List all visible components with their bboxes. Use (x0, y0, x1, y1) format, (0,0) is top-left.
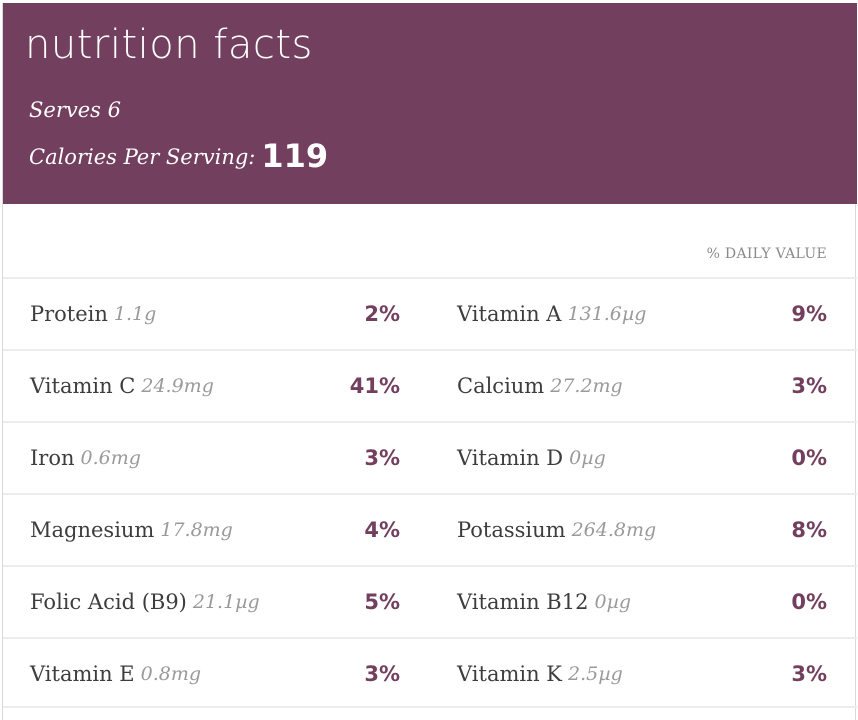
nutrient-name: Potassium (457, 518, 566, 542)
nutrient-cell: Vitamin B12 0µg 0% (457, 567, 827, 637)
nutrient-daily-value: 9% (791, 302, 827, 326)
nutrition-card: nutrition facts Serves 6 Calories Per Se… (2, 3, 857, 720)
calories-label: Calories Per Serving: (29, 145, 256, 169)
nutrient-daily-value: 4% (364, 518, 400, 542)
nutrient-cell: Potassium 264.8mg 8% (457, 495, 827, 565)
nutrient-cell: Protein 1.1g 2% (30, 279, 400, 349)
nutrient-amount: 264.8mg (571, 519, 657, 541)
nutrient-name: Protein (30, 302, 108, 326)
nutrient-table: Protein 1.1g 2% Vitamin A 131.6µg 9% Vit… (3, 277, 857, 708)
nutrient-row: Vitamin E 0.8mg 3% Vitamin K 2.5µg 3% (3, 637, 857, 708)
daily-value-header: % DAILY VALUE (706, 246, 827, 262)
nutrient-amount: 131.6µg (567, 303, 647, 325)
nutrient-daily-value: 3% (364, 662, 400, 686)
nutrient-row: Iron 0.6mg 3% Vitamin D 0µg 0% (3, 421, 857, 493)
nutrient-daily-value: 5% (364, 590, 400, 614)
nutrient-amount: 2.5µg (568, 663, 623, 685)
nutrient-cell: Vitamin A 131.6µg 9% (457, 279, 827, 349)
nutrient-name: Vitamin E (30, 662, 135, 686)
nutrient-daily-value: 0% (791, 590, 827, 614)
nutrient-cell: Vitamin K 2.5µg 3% (457, 639, 827, 709)
calories-line: Calories Per Serving: 119 (29, 137, 328, 172)
nutrient-amount: 0µg (594, 591, 632, 613)
nutrient-daily-value: 3% (791, 374, 827, 398)
nutrient-daily-value: 3% (791, 662, 827, 686)
nutrient-amount: 27.2mg (550, 375, 623, 397)
nutrient-name: Vitamin A (457, 302, 562, 326)
nutrient-amount: 24.9mg (141, 375, 214, 397)
nutrient-daily-value: 2% (364, 302, 400, 326)
nutrient-amount: 21.1µg (192, 591, 260, 613)
nutrient-daily-value: 41% (349, 374, 400, 398)
nutrition-title: nutrition facts (25, 22, 313, 68)
nutrient-cell: Vitamin E 0.8mg 3% (30, 639, 400, 709)
nutrient-cell: Vitamin C 24.9mg 41% (30, 351, 400, 421)
nutrient-name: Vitamin K (457, 662, 562, 686)
nutrient-daily-value: 3% (364, 446, 400, 470)
nutrient-cell: Folic Acid (B9) 21.1µg 5% (30, 567, 400, 637)
nutrient-daily-value: 0% (791, 446, 827, 470)
nutrient-row: Folic Acid (B9) 21.1µg 5% Vitamin B12 0µ… (3, 565, 857, 637)
nutrient-cell: Vitamin D 0µg 0% (457, 423, 827, 493)
nutrient-cell: Iron 0.6mg 3% (30, 423, 400, 493)
calories-value: 119 (261, 137, 329, 175)
nutrient-cell: Calcium 27.2mg 3% (457, 351, 827, 421)
nutrient-row: Vitamin C 24.9mg 41% Calcium 27.2mg 3% (3, 349, 857, 421)
nutrient-row: Magnesium 17.8mg 4% Potassium 264.8mg 8% (3, 493, 857, 565)
nutrient-name: Folic Acid (B9) (30, 590, 187, 614)
nutrient-name: Iron (30, 446, 75, 470)
nutrient-name: Calcium (457, 374, 545, 398)
nutrient-amount: 0.8mg (140, 663, 202, 685)
nutrient-name: Vitamin D (457, 446, 564, 470)
nutrient-row: Protein 1.1g 2% Vitamin A 131.6µg 9% (3, 277, 857, 349)
nutrient-amount: 0µg (569, 447, 606, 469)
nutrient-name: Vitamin C (30, 374, 136, 398)
nutrient-amount: 0.6mg (80, 447, 141, 469)
nutrient-amount: 1.1g (113, 303, 157, 325)
serves-text: Serves 6 (29, 98, 121, 122)
nutrition-header: nutrition facts Serves 6 Calories Per Se… (3, 3, 857, 204)
nutrient-cell: Magnesium 17.8mg 4% (30, 495, 400, 565)
nutrient-amount: 17.8mg (160, 519, 233, 541)
nutrient-name: Magnesium (30, 518, 155, 542)
nutrient-daily-value: 8% (791, 518, 827, 542)
nutrient-name: Vitamin B12 (457, 590, 589, 614)
